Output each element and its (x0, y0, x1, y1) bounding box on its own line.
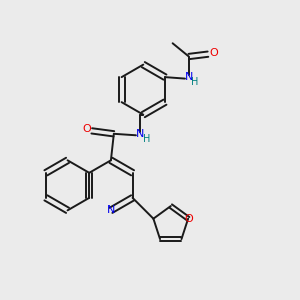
Text: N: N (184, 72, 193, 82)
Text: N: N (136, 129, 145, 139)
Text: O: O (184, 214, 193, 224)
Text: N: N (107, 206, 115, 215)
Text: O: O (209, 48, 218, 58)
Text: O: O (82, 124, 91, 134)
Text: H: H (191, 76, 198, 86)
Text: H: H (143, 134, 151, 144)
